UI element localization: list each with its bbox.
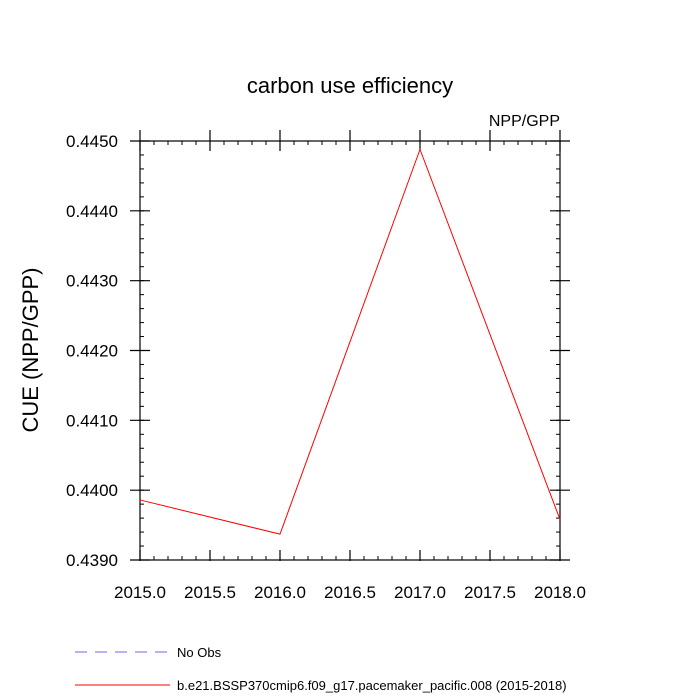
chart-title: carbon use efficiency — [247, 73, 453, 98]
y-tick-label: 0.4450 — [66, 132, 118, 151]
x-tick-label: 2017.0 — [394, 583, 446, 602]
x-tick-label: 2015.5 — [184, 583, 236, 602]
series-line — [139, 147, 561, 535]
x-tick-label: 2016.5 — [324, 583, 376, 602]
x-tick-label: 2016.0 — [254, 583, 306, 602]
y-tick-label: 0.4420 — [66, 342, 118, 361]
plot-area: 2015.0 2015.5 2016.0 2016.5 2017.0 2017.5 2018… — [66, 130, 586, 602]
x-tick-label: 2017.5 — [464, 583, 516, 602]
plot-frame — [139, 140, 561, 561]
y-tick-label: 0.4440 — [66, 202, 118, 221]
y-tick-label: 0.4400 — [66, 481, 118, 500]
legend-label: No Obs — [177, 645, 222, 660]
y-tick-label: 0.4390 — [66, 551, 118, 570]
x-tick-label: 2015.0 — [114, 583, 166, 602]
y-axis-label: CUE (NPP/GPP) — [18, 267, 43, 432]
x-tick-label: 2018.0 — [534, 583, 586, 602]
y-tick-label: 0.4430 — [66, 272, 118, 291]
chart-subtitle: NPP/GPP — [489, 113, 560, 130]
y-tick-label: 0.4410 — [66, 411, 118, 430]
legend-label: b.e21.BSSP370cmip6.f09_g17.pacemaker_pac… — [177, 678, 567, 693]
legend: No Obs b.e21.BSSP370cmip6.f09_g17.pacemak… — [75, 645, 567, 693]
